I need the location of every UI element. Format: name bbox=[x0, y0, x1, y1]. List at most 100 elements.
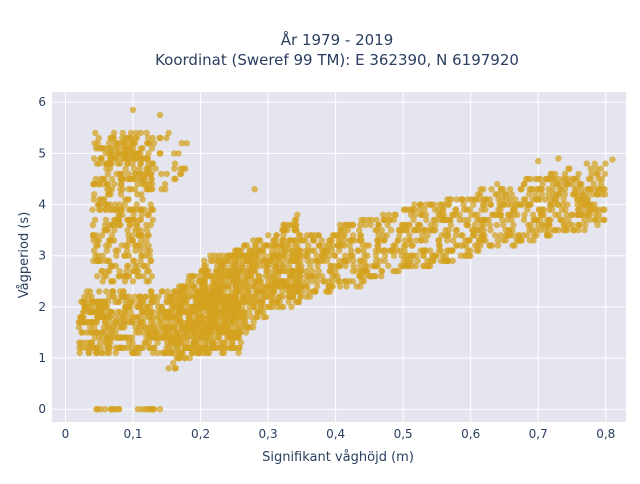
data-point bbox=[148, 175, 155, 183]
data-point bbox=[444, 237, 451, 244]
data-point bbox=[303, 267, 310, 275]
data-point bbox=[199, 308, 207, 316]
data-point bbox=[565, 180, 572, 188]
data-point bbox=[314, 273, 321, 280]
data-point bbox=[565, 216, 572, 224]
data-point bbox=[127, 129, 135, 137]
data-point bbox=[357, 221, 364, 229]
data-point bbox=[156, 111, 164, 119]
data-point bbox=[188, 288, 196, 295]
data-point bbox=[239, 313, 246, 321]
data-point bbox=[526, 201, 534, 208]
data-point bbox=[449, 237, 457, 244]
data-point bbox=[275, 252, 282, 259]
data-point bbox=[310, 237, 318, 244]
data-point bbox=[125, 170, 132, 178]
data-point bbox=[76, 339, 83, 346]
data-point bbox=[239, 303, 246, 311]
data-point bbox=[295, 278, 302, 285]
data-point bbox=[426, 247, 434, 254]
data-point bbox=[147, 221, 154, 229]
data-point bbox=[216, 288, 224, 295]
data-point bbox=[125, 339, 133, 346]
data-point bbox=[106, 293, 113, 300]
data-point bbox=[252, 252, 259, 259]
data-point bbox=[315, 257, 322, 264]
data-point bbox=[569, 211, 577, 218]
data-point bbox=[548, 206, 556, 213]
data-point bbox=[116, 201, 124, 208]
data-point bbox=[385, 211, 392, 218]
data-point bbox=[529, 196, 536, 203]
data-point bbox=[546, 221, 553, 229]
data-point bbox=[137, 293, 144, 300]
data-point bbox=[280, 221, 287, 229]
data-point bbox=[524, 206, 531, 213]
data-point bbox=[185, 278, 192, 285]
data-point bbox=[112, 329, 119, 336]
data-point bbox=[560, 221, 567, 229]
data-point bbox=[92, 175, 100, 183]
data-point bbox=[172, 175, 179, 183]
data-point bbox=[108, 186, 116, 193]
y-tick-label: 6 bbox=[38, 95, 46, 109]
data-point bbox=[102, 206, 109, 213]
data-point bbox=[199, 313, 206, 321]
data-point bbox=[336, 257, 343, 264]
data-point bbox=[111, 206, 119, 213]
data-point bbox=[504, 216, 511, 224]
data-point bbox=[417, 201, 424, 208]
data-point bbox=[218, 324, 225, 331]
data-point bbox=[504, 232, 511, 239]
data-point bbox=[88, 319, 95, 326]
data-point bbox=[297, 232, 304, 239]
data-point bbox=[207, 324, 214, 331]
data-point bbox=[189, 319, 197, 326]
data-point bbox=[270, 267, 277, 275]
data-point bbox=[163, 313, 171, 321]
data-point bbox=[460, 201, 467, 208]
data-point bbox=[402, 242, 409, 249]
data-point bbox=[167, 324, 175, 331]
data-point bbox=[174, 344, 181, 351]
data-point bbox=[378, 273, 385, 280]
data-point bbox=[276, 283, 283, 290]
data-point bbox=[107, 206, 114, 213]
data-point bbox=[130, 165, 138, 172]
data-point bbox=[180, 283, 187, 290]
data-point bbox=[127, 221, 134, 229]
data-point bbox=[122, 165, 129, 172]
data-point bbox=[552, 226, 559, 234]
data-point bbox=[139, 196, 146, 203]
data-point bbox=[487, 226, 494, 234]
data-point bbox=[80, 308, 87, 316]
data-point bbox=[111, 226, 118, 234]
data-point bbox=[243, 273, 250, 280]
data-point bbox=[359, 267, 366, 275]
data-point bbox=[201, 298, 208, 305]
data-point bbox=[309, 267, 316, 275]
data-point bbox=[329, 232, 337, 239]
data-point bbox=[125, 313, 132, 321]
data-point bbox=[297, 257, 304, 264]
data-point bbox=[305, 288, 312, 295]
data-point bbox=[329, 247, 336, 254]
data-point bbox=[326, 237, 333, 244]
data-point bbox=[497, 232, 504, 239]
data-point bbox=[89, 329, 96, 336]
data-point bbox=[229, 339, 236, 346]
data-point bbox=[427, 201, 434, 208]
data-point bbox=[360, 247, 367, 254]
data-point bbox=[145, 150, 152, 157]
data-point bbox=[439, 216, 446, 224]
data-point bbox=[185, 293, 192, 300]
data-point bbox=[112, 349, 120, 357]
data-point bbox=[149, 216, 157, 224]
data-point bbox=[291, 288, 299, 295]
data-point bbox=[104, 170, 112, 178]
data-point bbox=[481, 196, 489, 203]
data-point bbox=[107, 191, 114, 198]
data-point bbox=[560, 216, 567, 224]
data-point bbox=[119, 129, 127, 137]
data-point bbox=[235, 344, 243, 351]
